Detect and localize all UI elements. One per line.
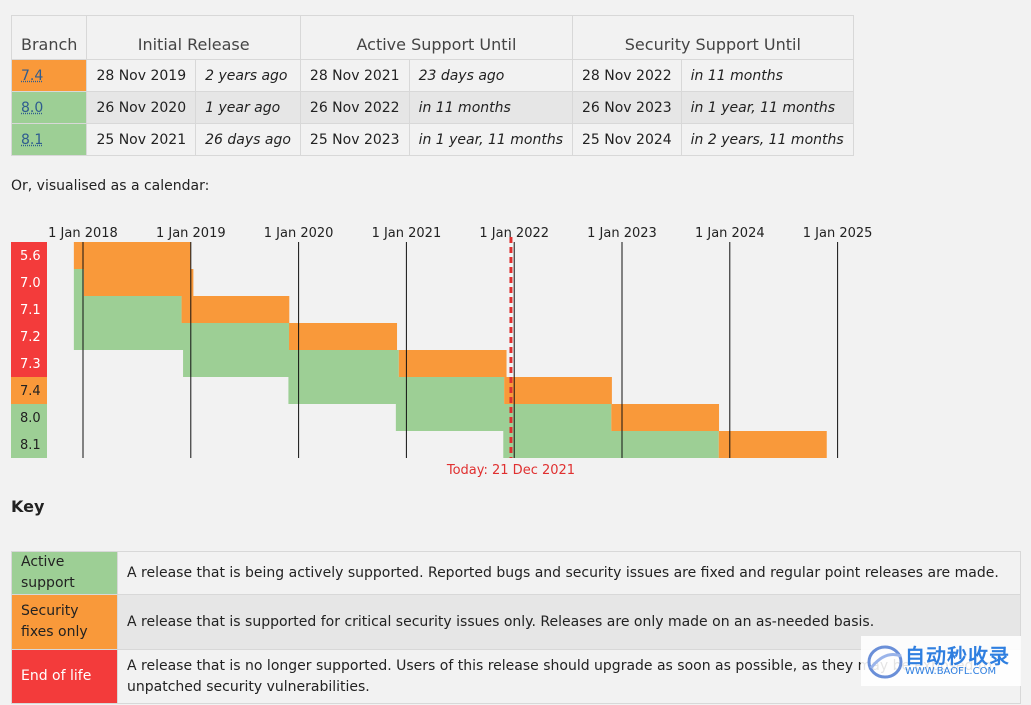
watermark-text: 自动秒收录: [905, 644, 1010, 668]
branch-label: 7.0: [20, 276, 41, 291]
year-tick-label: 1 Jan 2025: [803, 226, 873, 241]
table-row: 8.0 26 Nov 2020 1 year ago 26 Nov 2022 i…: [10, 91, 854, 124]
security-support-bar: [73, 242, 191, 269]
key-label-eol: End of life: [11, 649, 118, 704]
initial-relative: 2 years ago: [195, 59, 301, 92]
table-row: 8.1 25 Nov 2021 26 days ago 25 Nov 2023 …: [10, 123, 854, 156]
active-support-bar: [288, 377, 505, 404]
security-relative: in 1 year, 11 months: [680, 91, 854, 124]
branch-label-box: [11, 269, 47, 296]
security-date: 26 Nov 2023: [572, 91, 682, 124]
security-relative: in 11 months: [680, 59, 854, 92]
today-label: Today: 21 Dec 2021: [446, 463, 575, 478]
branch-link[interactable]: 8.0: [21, 99, 44, 116]
active-date: 25 Nov 2023: [299, 123, 410, 156]
year-tick-label: 1 Jan 2024: [695, 226, 765, 241]
key-row-active: Active support A release that is being a…: [11, 551, 1021, 595]
key-row-eol: End of life A release that is no longer …: [11, 649, 1021, 704]
branch-label-box: [11, 242, 47, 269]
branch-label-box: [11, 323, 47, 350]
branch-label: 5.6: [20, 249, 41, 264]
key-table: Active support A release that is being a…: [11, 551, 1021, 704]
key-label-security: Security fixes only: [11, 594, 118, 650]
active-support-bar: [183, 350, 399, 377]
branch-label-box: [11, 404, 47, 431]
active-support-bar: [395, 404, 612, 431]
watermark-logo: 自动秒收录 WWW.BAOFL.COM: [861, 636, 1021, 686]
table-row: 7.4 28 Nov 2019 2 years ago 28 Nov 2021 …: [10, 59, 854, 92]
branch-label: 8.1: [20, 438, 41, 453]
year-tick-label: 1 Jan 2020: [264, 226, 334, 241]
branch-label: 7.1: [20, 303, 41, 318]
initial-relative: 26 days ago: [195, 123, 301, 156]
key-heading: Key: [11, 497, 45, 516]
active-support-bar: [73, 269, 84, 296]
year-tick-label: 1 Jan 2022: [479, 226, 549, 241]
branch-link[interactable]: 8.1: [21, 131, 44, 148]
branch-label-box: [11, 431, 47, 458]
active-relative: in 11 months: [408, 91, 574, 124]
branch-cell: 7.4: [10, 59, 88, 92]
active-support-bar: [73, 323, 290, 350]
security-support-bar: [83, 269, 194, 296]
security-support-bar: [718, 431, 827, 458]
active-relative: 23 days ago: [408, 59, 574, 92]
security-support-bar: [398, 350, 507, 377]
year-tick-label: 1 Jan 2023: [587, 226, 657, 241]
branch-label: 7.3: [20, 357, 41, 372]
year-tick-label: 1 Jan 2018: [48, 226, 118, 241]
watermark-globe-icon: [867, 645, 903, 679]
active-date: 26 Nov 2022: [299, 91, 410, 124]
header-active-support: Active Support Until: [299, 15, 574, 60]
table-header-row: Branch Initial Release Active Support Un…: [10, 15, 854, 60]
key-description-active: A release that is being actively support…: [117, 551, 1021, 595]
initial-relative: 1 year ago: [195, 91, 301, 124]
initial-date: 28 Nov 2019: [86, 59, 197, 92]
initial-date: 25 Nov 2021: [86, 123, 197, 156]
security-support-bar: [181, 296, 290, 323]
branch-cell: 8.0: [10, 91, 88, 124]
branch-label: 7.2: [20, 330, 41, 345]
release-calendar-chart: 1 Jan 2018 1 Jan 2019 1 Jan 2020 1 Jan 2021…: [11, 226, 873, 478]
branch-link[interactable]: 7.4: [21, 67, 44, 84]
active-relative: in 1 year, 11 months: [408, 123, 574, 156]
key-label-active: Active support: [11, 551, 118, 595]
initial-date: 26 Nov 2020: [86, 91, 197, 124]
watermark-subtext: WWW.BAOFL.COM: [905, 666, 997, 677]
security-date: 28 Nov 2022: [572, 59, 682, 92]
calendar-caption: Or, visualised as a calendar:: [11, 178, 210, 194]
support-table: Branch Initial Release Active Support Un…: [10, 15, 854, 156]
security-support-bar: [611, 404, 720, 431]
active-support-bar: [73, 296, 182, 323]
security-support-bar: [504, 377, 612, 404]
header-branch: Branch: [10, 15, 88, 60]
security-support-bar: [289, 323, 398, 350]
active-support-bar: [503, 431, 719, 458]
security-relative: in 2 years, 11 months: [680, 123, 854, 156]
branch-cell: 8.1: [10, 123, 88, 156]
branch-label: 8.0: [20, 411, 41, 426]
year-tick-label: 1 Jan 2019: [156, 226, 226, 241]
branch-label-box: [11, 296, 47, 323]
branch-label: 7.4: [20, 384, 41, 399]
key-description-eol: A release that is no longer supported. U…: [117, 649, 1021, 704]
branch-label-box: [11, 377, 47, 404]
header-initial-release: Initial Release: [86, 15, 301, 60]
security-date: 25 Nov 2024: [572, 123, 682, 156]
branch-label-box: [11, 350, 47, 377]
year-tick-label: 1 Jan 2021: [372, 226, 442, 241]
active-date: 28 Nov 2021: [299, 59, 410, 92]
